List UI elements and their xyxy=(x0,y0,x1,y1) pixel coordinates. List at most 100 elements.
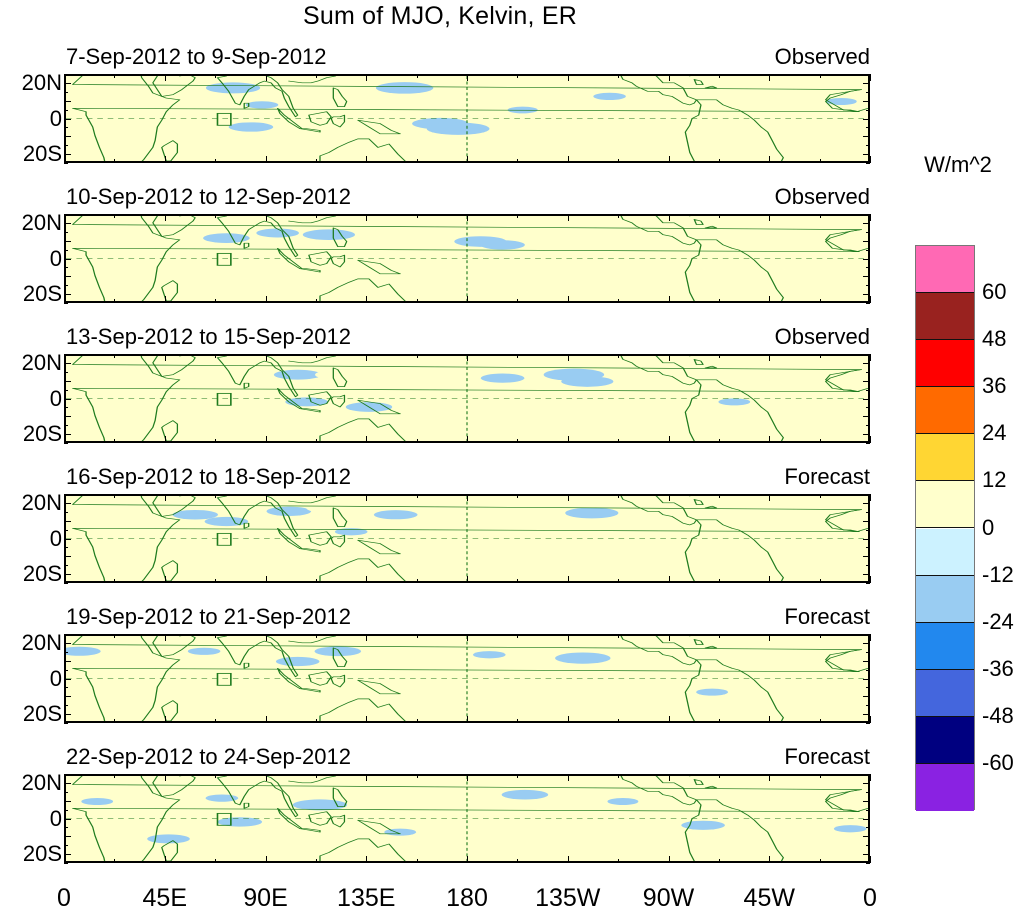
y-tick xyxy=(64,845,68,847)
x-tick xyxy=(718,299,720,303)
x-tick xyxy=(416,74,418,78)
x-tick xyxy=(114,634,116,638)
y-tick xyxy=(866,425,870,427)
x-tick xyxy=(416,719,418,723)
x-tick xyxy=(718,719,720,723)
y-tick xyxy=(64,660,71,662)
colorbar-band xyxy=(916,434,974,482)
y-tick xyxy=(863,380,870,382)
y-tick xyxy=(64,538,71,540)
x-tick-label: 45E xyxy=(142,884,187,912)
y-tick xyxy=(863,556,870,558)
map-plot-area xyxy=(64,494,870,583)
x-tick xyxy=(668,74,670,81)
y-tick xyxy=(64,583,68,584)
x-tick xyxy=(64,494,65,501)
x-tick xyxy=(467,576,468,583)
y-tick xyxy=(64,642,71,644)
y-tick xyxy=(863,82,870,84)
x-tick xyxy=(769,576,771,583)
y-tick xyxy=(64,136,71,138)
x-tick xyxy=(64,716,65,723)
x-tick xyxy=(567,576,569,583)
y-tick xyxy=(64,267,68,269)
y-tick xyxy=(866,371,870,373)
x-tick xyxy=(416,299,418,303)
y-tick-label: 20N xyxy=(21,629,62,655)
panel-date-label: 10-Sep-2012 to 12-Sep-2012 xyxy=(66,184,351,209)
y-tick xyxy=(64,222,71,224)
x-tick-label: 180 xyxy=(446,884,488,912)
x-tick xyxy=(416,774,418,778)
x-tick xyxy=(718,494,720,498)
x-tick xyxy=(668,856,670,863)
y-tick xyxy=(64,854,71,856)
colorbar-tick-labels: 60 48 36 24 12 0 -12 -24 -36 -48 -60 xyxy=(982,245,1021,810)
x-tick xyxy=(315,579,317,583)
y-tick xyxy=(64,634,68,635)
x-tick xyxy=(64,74,65,81)
map-panel: 7-Sep-2012 to 9-Sep-2012 Observed 20N 0 20S xyxy=(22,44,871,166)
x-tick xyxy=(718,74,720,78)
x-tick xyxy=(366,494,368,501)
colorbar xyxy=(915,245,975,811)
x-tick xyxy=(618,439,620,443)
page-title: Sum of MJO, Kelvin, ER xyxy=(303,2,577,30)
x-tick xyxy=(164,634,166,641)
x-tick xyxy=(517,299,519,303)
y-tick xyxy=(863,100,870,102)
x-tick xyxy=(215,494,217,498)
y-tick xyxy=(866,547,870,549)
y-tick xyxy=(866,443,870,444)
x-tick xyxy=(517,439,519,443)
y-tick xyxy=(863,678,870,680)
x-tick xyxy=(265,716,267,723)
x-tick xyxy=(668,214,670,221)
colorbar-band xyxy=(916,340,974,388)
y-tick xyxy=(866,285,870,287)
x-tick xyxy=(870,156,871,163)
x-tick xyxy=(265,576,267,583)
panel-date-label: 19-Sep-2012 to 21-Sep-2012 xyxy=(66,604,351,629)
y-tick xyxy=(863,714,870,716)
colorbar-tick-label: -48 xyxy=(982,702,1014,728)
y-tick xyxy=(64,109,68,111)
y-tick xyxy=(64,502,71,504)
x-tick xyxy=(114,774,116,778)
x-tick xyxy=(64,576,65,583)
y-tick-label: 0 xyxy=(49,385,62,411)
x-tick xyxy=(517,579,519,583)
y-tick xyxy=(64,836,71,838)
x-tick xyxy=(114,159,116,163)
y-tick xyxy=(866,303,870,304)
x-tick xyxy=(416,859,418,863)
x-tick xyxy=(870,856,871,863)
y-tick xyxy=(64,800,71,802)
x-tick-label: 90E xyxy=(243,884,288,912)
x-tick xyxy=(265,214,267,221)
y-tick xyxy=(866,249,870,251)
x-tick xyxy=(467,716,468,723)
x-tick xyxy=(64,296,65,303)
panel-status-label: Observed xyxy=(774,184,870,209)
y-tick xyxy=(863,434,870,436)
y-tick xyxy=(866,705,870,707)
colorbar-band xyxy=(916,669,974,717)
y-tick xyxy=(64,285,68,287)
x-tick xyxy=(114,859,116,863)
x-tick xyxy=(718,214,720,218)
x-tick xyxy=(870,774,871,781)
map-plot-area xyxy=(64,354,870,443)
x-tick xyxy=(64,354,65,361)
y-axis: 20N 0 20S xyxy=(2,770,62,866)
x-tick xyxy=(366,354,368,361)
y-tick-label: 20N xyxy=(21,349,62,375)
y-tick xyxy=(64,303,68,304)
y-tick xyxy=(863,276,870,278)
panel-date-label: 13-Sep-2012 to 15-Sep-2012 xyxy=(66,324,351,349)
y-tick xyxy=(866,267,870,269)
x-tick xyxy=(618,494,620,498)
y-tick xyxy=(64,276,71,278)
x-tick xyxy=(164,74,166,81)
colorbar-band xyxy=(916,481,974,529)
